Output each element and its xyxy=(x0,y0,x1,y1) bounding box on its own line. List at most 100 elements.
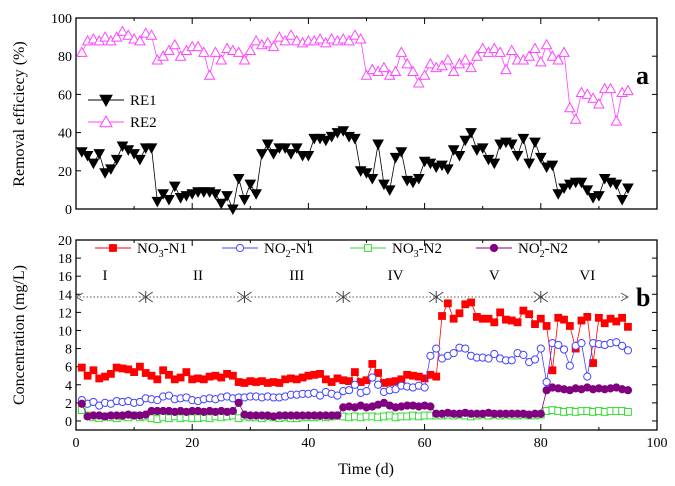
data-point xyxy=(228,406,237,416)
data-point xyxy=(344,386,354,395)
data-point xyxy=(232,46,245,57)
data-point xyxy=(128,149,140,160)
data-point xyxy=(610,179,623,191)
data-point xyxy=(228,371,237,380)
x-tick-label: 0 xyxy=(73,436,80,451)
legend-label: RE1 xyxy=(130,93,157,109)
data-point xyxy=(368,360,377,368)
data-point xyxy=(604,82,617,94)
data-point xyxy=(87,32,100,44)
data-point xyxy=(589,359,597,367)
y-tick-label: 4 xyxy=(65,379,72,394)
data-point xyxy=(412,76,425,88)
data-point xyxy=(234,398,243,407)
y-axis-label-b: Concentration (mg/L) xyxy=(11,265,28,405)
data-point xyxy=(453,151,466,162)
data-point xyxy=(494,46,506,57)
data-point xyxy=(350,368,359,376)
phase-boundary-marker xyxy=(428,291,444,303)
y-tick-label: 0 xyxy=(65,203,72,218)
data-point xyxy=(519,350,528,360)
data-point xyxy=(471,50,483,61)
data-point xyxy=(565,361,574,370)
data-point xyxy=(455,309,464,318)
phase-boundary-marker xyxy=(335,291,351,303)
data-point xyxy=(564,179,576,191)
data-point xyxy=(438,312,446,320)
data-point xyxy=(542,377,551,387)
data-point xyxy=(153,375,162,384)
data-point xyxy=(203,69,216,80)
data-point xyxy=(366,173,379,185)
data-point xyxy=(366,63,379,75)
data-point xyxy=(209,189,222,200)
data-point xyxy=(593,97,605,109)
data-point xyxy=(577,339,586,348)
data-point xyxy=(488,158,501,170)
data-point xyxy=(168,38,181,50)
data-point xyxy=(395,147,408,158)
data-point xyxy=(360,69,373,80)
phase-label: IV xyxy=(388,268,404,284)
data-point xyxy=(488,42,501,54)
data-point xyxy=(558,46,570,57)
y-tick-label: 18 xyxy=(58,252,72,267)
x-axis-label: Time (d) xyxy=(338,461,394,478)
data-point xyxy=(426,351,435,360)
phase-boundary-marker xyxy=(533,291,549,303)
data-point xyxy=(459,53,472,65)
data-point xyxy=(624,322,632,331)
data-point xyxy=(197,46,210,57)
data-point xyxy=(261,36,274,48)
data-point xyxy=(325,32,338,44)
data-point xyxy=(623,346,633,355)
data-point xyxy=(575,86,588,97)
data-point xyxy=(75,46,88,57)
data-point xyxy=(581,185,594,196)
data-point xyxy=(350,380,359,389)
data-point xyxy=(447,145,460,156)
data-point xyxy=(116,25,129,36)
data-point xyxy=(136,362,144,371)
data-point xyxy=(552,53,565,65)
data-point xyxy=(315,391,325,400)
data-point xyxy=(77,399,86,408)
data-point xyxy=(176,373,185,382)
y-tick-label: 80 xyxy=(58,50,72,65)
data-point xyxy=(407,177,419,189)
phase-arrow-left xyxy=(74,292,84,302)
data-point xyxy=(424,57,437,69)
data-point xyxy=(496,308,505,317)
data-point xyxy=(531,320,539,329)
data-point xyxy=(174,50,187,61)
data-point xyxy=(238,194,251,206)
data-point xyxy=(128,32,140,44)
data-point xyxy=(81,151,94,162)
data-point xyxy=(139,27,152,38)
data-point xyxy=(227,204,239,216)
phase-arrow-right xyxy=(620,292,629,302)
data-point xyxy=(331,128,344,139)
data-point xyxy=(529,137,541,149)
data-point xyxy=(441,53,454,65)
data-point xyxy=(505,44,518,55)
legend-label: RE2 xyxy=(130,115,157,131)
data-point xyxy=(159,366,168,375)
data-point xyxy=(186,189,199,200)
data-point xyxy=(153,396,162,405)
data-point xyxy=(476,42,489,54)
series-no2-n2 xyxy=(77,383,633,421)
legend-label: NO3-N1 xyxy=(137,241,187,260)
data-point xyxy=(530,355,540,364)
phase-label: II xyxy=(193,268,203,284)
data-point xyxy=(552,189,565,200)
data-point xyxy=(395,46,408,57)
data-point xyxy=(325,131,338,143)
data-point xyxy=(540,162,553,174)
data-point xyxy=(441,164,454,175)
data-point xyxy=(250,189,262,200)
data-point xyxy=(517,133,530,145)
data-point xyxy=(250,34,262,46)
plot-frame xyxy=(75,239,658,431)
